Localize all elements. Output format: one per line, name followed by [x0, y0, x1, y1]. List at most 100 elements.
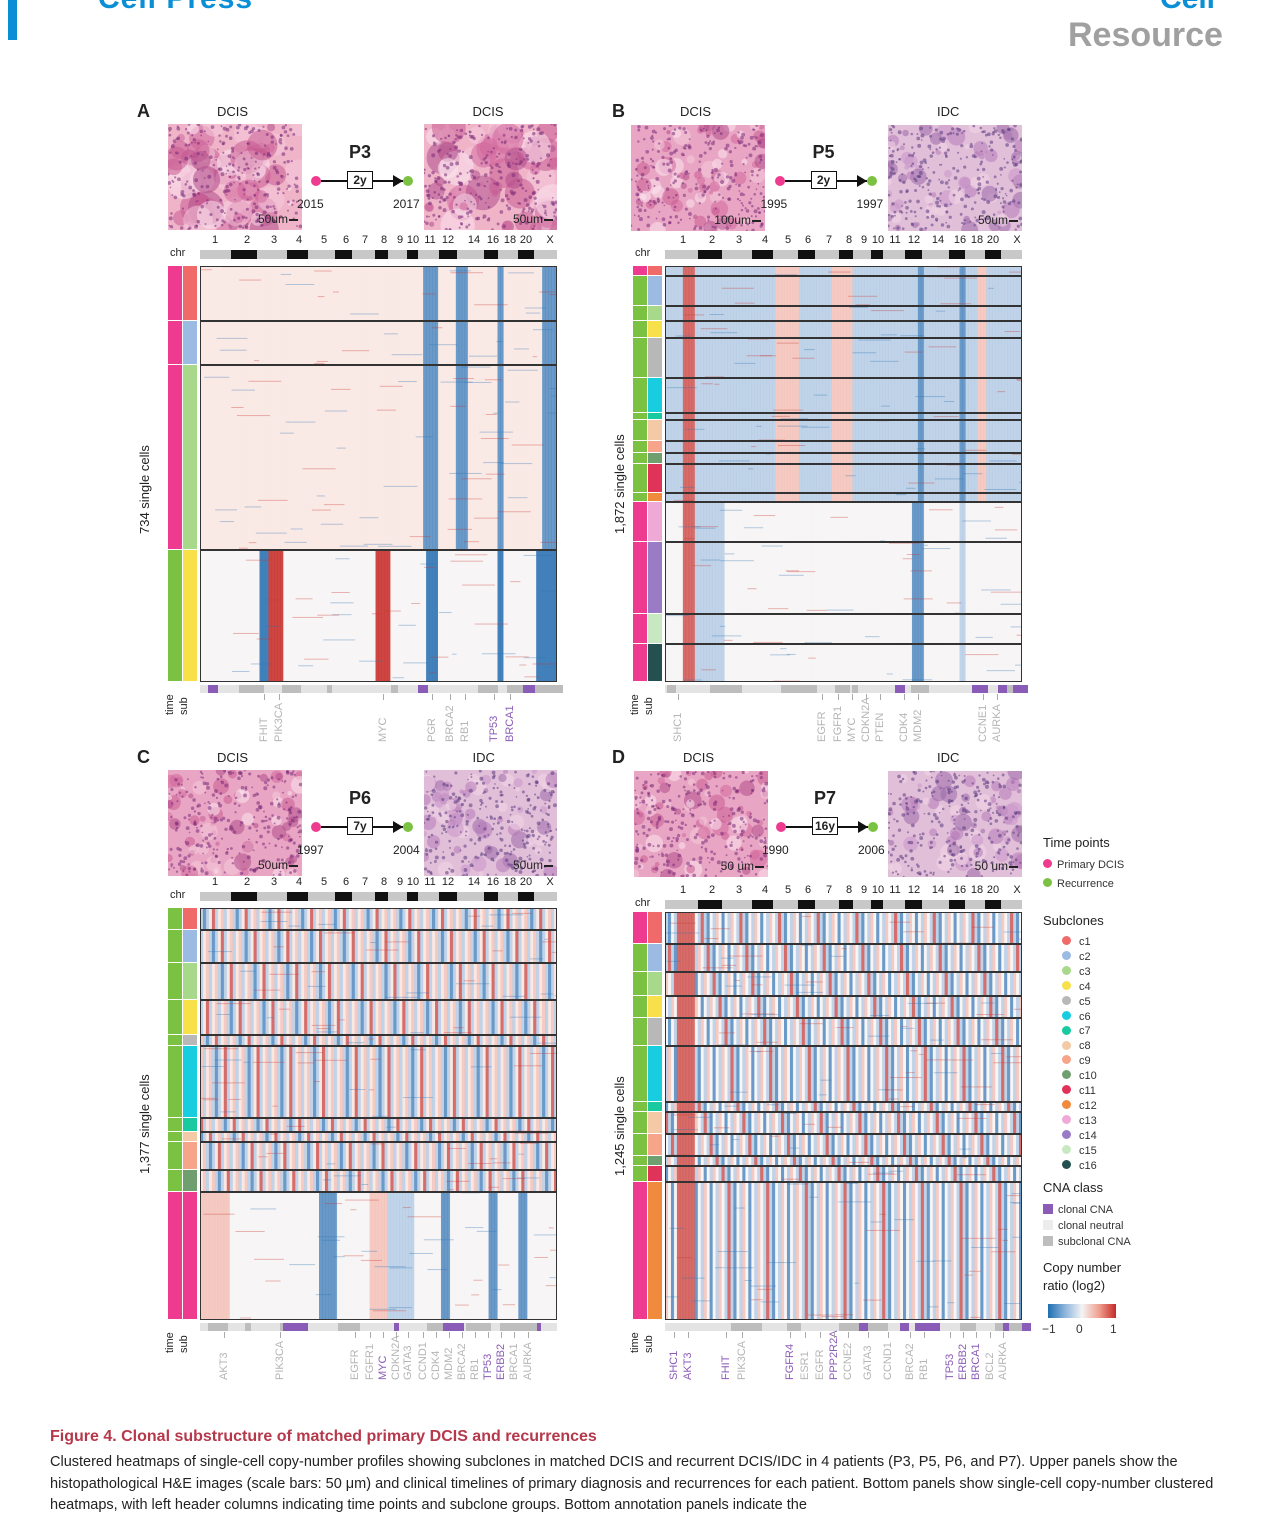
panel-b-time-bar-2: [633, 306, 647, 320]
panel-c-chr-tick-11: 12: [441, 876, 455, 888]
panel-c-subclone-bar-10: [183, 1192, 197, 1319]
panel-a-sub-row-label: sub: [178, 697, 190, 715]
panel-d-chr-tick-4: 5: [784, 884, 792, 896]
panel-d-gene-tick-6: [820, 1332, 821, 1338]
panel-b-chr-tick-12: 14: [931, 234, 945, 246]
panel-b-chr-tick-13: 16: [953, 234, 967, 246]
panel-d-gene-tick-4: [790, 1332, 791, 1338]
panel-a-cna-segment-3: [327, 685, 333, 693]
panel-a-time-bar-1: [168, 321, 182, 364]
panel-d-subclone-bar-7: [648, 1112, 662, 1133]
panel-a-right-scale-bar: [544, 219, 553, 221]
journal-name: Cell Press: [98, 0, 253, 16]
panel-c-patient-id: P6: [349, 788, 372, 808]
panel-b-cna-segment-0: [997, 685, 1010, 693]
panel-b-subclone-bar-4: [648, 338, 662, 377]
panel-b-time-bar-0: [633, 266, 647, 275]
panel-a-chr-segment-9: [406, 250, 418, 259]
panel-c-gene-tick-6: [408, 1332, 409, 1338]
panel-a-timeline-start-dot: [311, 176, 321, 186]
legend-subclone-dot: [1062, 936, 1071, 946]
panel-b-subclone-bar-1: [648, 276, 662, 305]
panel-d-chr-tick-13: 16: [953, 884, 967, 896]
panel-d-gene-tick-10: [888, 1332, 889, 1338]
panel-c-interval-box: 7y: [347, 817, 373, 835]
legend-subclone-dot: [1062, 1144, 1071, 1154]
panel-a-chr-tick-9: 10: [406, 234, 420, 246]
panel-c-cna-segment-17: [337, 1323, 361, 1331]
panel-a-chr-tick-1: 2: [243, 234, 251, 246]
panel-d-gene-tick-5: [805, 1332, 806, 1338]
legend-subclone-dot: [1062, 1115, 1071, 1125]
panel-c-time-bar-5: [168, 1046, 182, 1117]
panel-b-right-scale-label: 50um: [977, 213, 1008, 227]
legend-time-dot: [1043, 859, 1052, 869]
cn-tick-low: −1: [1042, 1322, 1056, 1336]
panel-c-gene-gata3: GATA3: [402, 1345, 414, 1380]
panel-b-cna-segment-3: [791, 685, 817, 693]
panel-c-subclone-bar-4: [183, 1035, 197, 1045]
legend-subclone-item: c10: [1062, 1066, 1097, 1084]
panel-a-timeline-arrow-icon: [393, 175, 403, 187]
panel-a-gene-brca2: BRCA2: [444, 705, 456, 742]
panel-d-subclone-bar-5: [648, 1046, 662, 1101]
panel-c-chr-tick-12: 14: [467, 876, 481, 888]
panel-d-chr-tick-9: 10: [871, 884, 885, 896]
panel-c-chr-segment-15: [518, 892, 534, 901]
panel-a-gene-tick-4: [450, 694, 451, 700]
legend-subclone-item: c12: [1062, 1096, 1097, 1114]
panel-d-gene-ccnd1: CCND1: [882, 1342, 894, 1380]
legend-time-item: Recurrence: [1043, 874, 1114, 892]
panel-a-chr-segment-1: [231, 250, 257, 259]
panel-b-subclone-bar-15: [648, 644, 662, 681]
panel-c-gene-tick-12: [488, 1332, 489, 1338]
legend-subclone-dot: [1062, 1085, 1071, 1095]
panel-a-chr-tick-7: 8: [380, 234, 388, 246]
panel-d-chr-segment-7: [839, 900, 853, 909]
panel-d-interval-box: 16y: [812, 817, 839, 835]
panel-b-letter: B: [612, 101, 625, 121]
legend-subclone-label: c14: [1079, 1129, 1097, 1142]
section-label: Resource: [1068, 16, 1223, 54]
panel-c-chr-tick-8: 9: [396, 876, 404, 888]
panel-a-cna-segment-16: [507, 685, 523, 693]
cn-tick-high: 1: [1110, 1322, 1117, 1336]
panel-b-right-he-image: 50um: [888, 125, 1022, 231]
panel-d-gene-fgfr4: FGFR4: [784, 1343, 796, 1380]
panel-b-year-end: 1997: [856, 197, 884, 211]
panel-d-gene-pik3ca: PIK3CA: [736, 1340, 748, 1380]
panel-b-gene-shc1: SHC1: [672, 712, 684, 742]
panel-a-cna-annotation-bar: [200, 685, 564, 693]
panel-c-left-he-image: 50um: [168, 770, 302, 876]
panel-a-chr-segment-15: [518, 250, 534, 259]
panel-d-subclone-bar-3: [648, 996, 662, 1017]
panel-b-subclone-bar-8: [648, 441, 662, 452]
panel-d-right-sample-label: IDC: [937, 750, 960, 765]
panel-b-time-bar-6: [633, 413, 647, 419]
panel-b-chr-tick-3: 4: [761, 234, 769, 246]
panel-d-cna-segment-8: [900, 1323, 910, 1331]
panel-a-chr-tick-3: 4: [295, 234, 303, 246]
panel-b-cna-segment-2: [835, 685, 851, 693]
panel-b-cna-segment-9: [1012, 685, 1028, 693]
panel-c-gene-cdk4: CDK4: [430, 1350, 442, 1380]
panel-c-gene-tick-2: [355, 1332, 356, 1338]
panel-b-right-sample-label: IDC: [937, 104, 960, 119]
panel-c-chr-tick-9: 10: [406, 876, 420, 888]
panel-b-gene-tick-9: [997, 694, 998, 700]
legend-subclone-label: c4: [1079, 980, 1091, 993]
panel-c-gene-tick-5: [396, 1332, 397, 1338]
legend-cna-title: CNA class: [1043, 1180, 1103, 1195]
legend-subclone-item: c4: [1062, 977, 1091, 995]
panel-c-gene-tick-1: [280, 1332, 281, 1338]
panel-d-chr-tick-16: X: [1013, 884, 1021, 896]
panel-b-gene-ccne1: CCNE1: [977, 704, 989, 742]
legend-subclone-item: c8: [1062, 1036, 1091, 1054]
legend-subclone-item: c5: [1062, 992, 1091, 1010]
panel-b-time-bar-10: [633, 464, 647, 492]
copy-number-colorbar: [1048, 1304, 1116, 1318]
panel-d-gene-tick-14: [963, 1332, 964, 1338]
panel-b-chr-segment-11: [904, 250, 922, 259]
legend-subclone-label: c2: [1079, 950, 1091, 963]
panel-d-right-scale-label: 50 um: [974, 859, 1008, 873]
